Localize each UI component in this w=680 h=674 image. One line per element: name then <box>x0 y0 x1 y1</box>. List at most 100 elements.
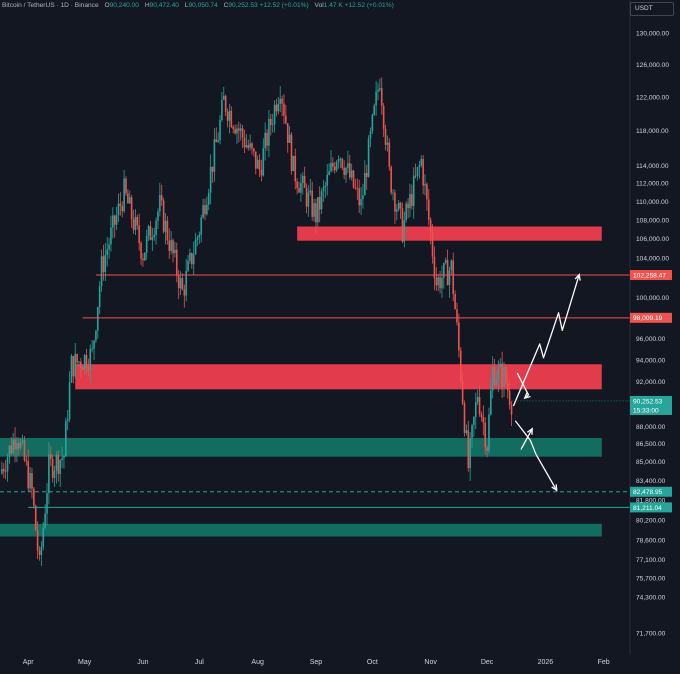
candle-body <box>144 252 146 261</box>
candle-body <box>80 361 82 369</box>
candle-body <box>215 139 218 143</box>
candle-body <box>326 174 329 186</box>
candle-body <box>234 128 236 134</box>
y-tick-label: 78,600.00 <box>636 538 666 545</box>
candle-body <box>275 104 278 112</box>
y-tick-label: 80,200.00 <box>636 517 666 524</box>
level-tag-label: 102,258.47 <box>633 272 666 279</box>
candle-body <box>424 184 426 186</box>
candle-body <box>407 203 409 209</box>
candle-body <box>207 192 210 205</box>
candle-body <box>121 206 124 212</box>
candle-body <box>271 124 274 126</box>
candle-body <box>501 363 503 387</box>
candle-body <box>177 274 180 289</box>
candle-body <box>4 471 7 473</box>
candle-body <box>296 181 298 189</box>
candle-body <box>200 217 203 235</box>
candle-body <box>390 166 392 193</box>
open-label: O <box>104 2 110 9</box>
candle-body <box>371 114 374 132</box>
candle-body <box>10 445 13 454</box>
candle-body <box>480 413 483 418</box>
candle-body <box>159 195 161 212</box>
candle-body <box>206 204 208 215</box>
candle-body <box>251 143 253 149</box>
candle-body <box>396 209 398 212</box>
candle-body <box>187 260 189 271</box>
candle-body <box>469 438 471 469</box>
y-tick-label: 100,000.00 <box>636 295 669 302</box>
candle-body <box>322 187 325 192</box>
candle-body <box>491 367 494 391</box>
candle-body <box>204 205 206 215</box>
candle-body <box>115 215 118 225</box>
candle-body <box>422 159 424 186</box>
candle-body <box>1 468 3 474</box>
candle-body <box>49 454 52 459</box>
candle-body <box>46 493 48 514</box>
candle-body <box>467 430 470 469</box>
change-value: +12.52 (+0.01%) <box>259 2 309 9</box>
candle-body <box>222 96 225 100</box>
level-tag-label: 98,009.19 <box>633 315 663 322</box>
candle-body <box>217 140 219 143</box>
candle-body <box>315 203 317 223</box>
candle-body <box>83 354 86 370</box>
bull-path-line <box>512 274 580 407</box>
candle-body <box>16 442 18 450</box>
volume-label: Vol <box>314 2 324 9</box>
candle-body <box>155 220 157 235</box>
candle-body <box>53 470 56 478</box>
candle-body <box>365 172 368 177</box>
candle-body <box>213 139 216 172</box>
candle-body <box>364 172 366 196</box>
candle-body <box>224 96 227 112</box>
currency-button[interactable]: USDT <box>630 2 674 16</box>
candle-body <box>145 235 148 253</box>
candle-body <box>185 270 187 296</box>
y-tick-label: 88,000.00 <box>636 424 666 431</box>
candle-body <box>196 237 199 240</box>
candle-body <box>397 202 400 210</box>
candle-body <box>401 208 404 242</box>
candle-body <box>85 354 88 369</box>
candle-body <box>388 142 391 167</box>
current-price-label: 90,252.53 <box>633 398 663 405</box>
candle-body <box>68 382 71 420</box>
candle-body <box>72 356 75 377</box>
level-tag-1 <box>630 312 672 323</box>
candle-body <box>112 215 114 228</box>
candle-body <box>106 249 108 255</box>
candle-body <box>160 195 163 201</box>
candle-body <box>247 145 250 148</box>
candle-body <box>356 187 359 189</box>
candle-body <box>431 233 434 257</box>
candle-body <box>119 203 122 207</box>
candle-body <box>411 194 413 207</box>
candle-body <box>170 240 172 251</box>
candle-body <box>149 225 152 240</box>
candle-body <box>311 190 313 217</box>
candle-body <box>264 132 266 149</box>
candle-body <box>394 192 396 212</box>
candle-body <box>29 473 31 489</box>
candle-body <box>337 159 340 163</box>
current-price-tag <box>630 395 672 415</box>
candle-body <box>44 513 46 528</box>
y-tick-label: 130,000.00 <box>636 30 669 37</box>
x-tick-label: May <box>78 659 92 666</box>
candle-body <box>33 488 35 506</box>
candle-body <box>140 243 142 259</box>
candle-body <box>191 253 193 265</box>
candle-body <box>175 249 178 275</box>
candle-body <box>399 202 402 209</box>
candle-body <box>194 239 197 255</box>
candle-body <box>239 128 242 131</box>
candle-body <box>439 277 441 289</box>
candle-body <box>437 277 439 286</box>
candle-body <box>292 155 295 171</box>
resistance-zone-1 <box>75 364 602 390</box>
